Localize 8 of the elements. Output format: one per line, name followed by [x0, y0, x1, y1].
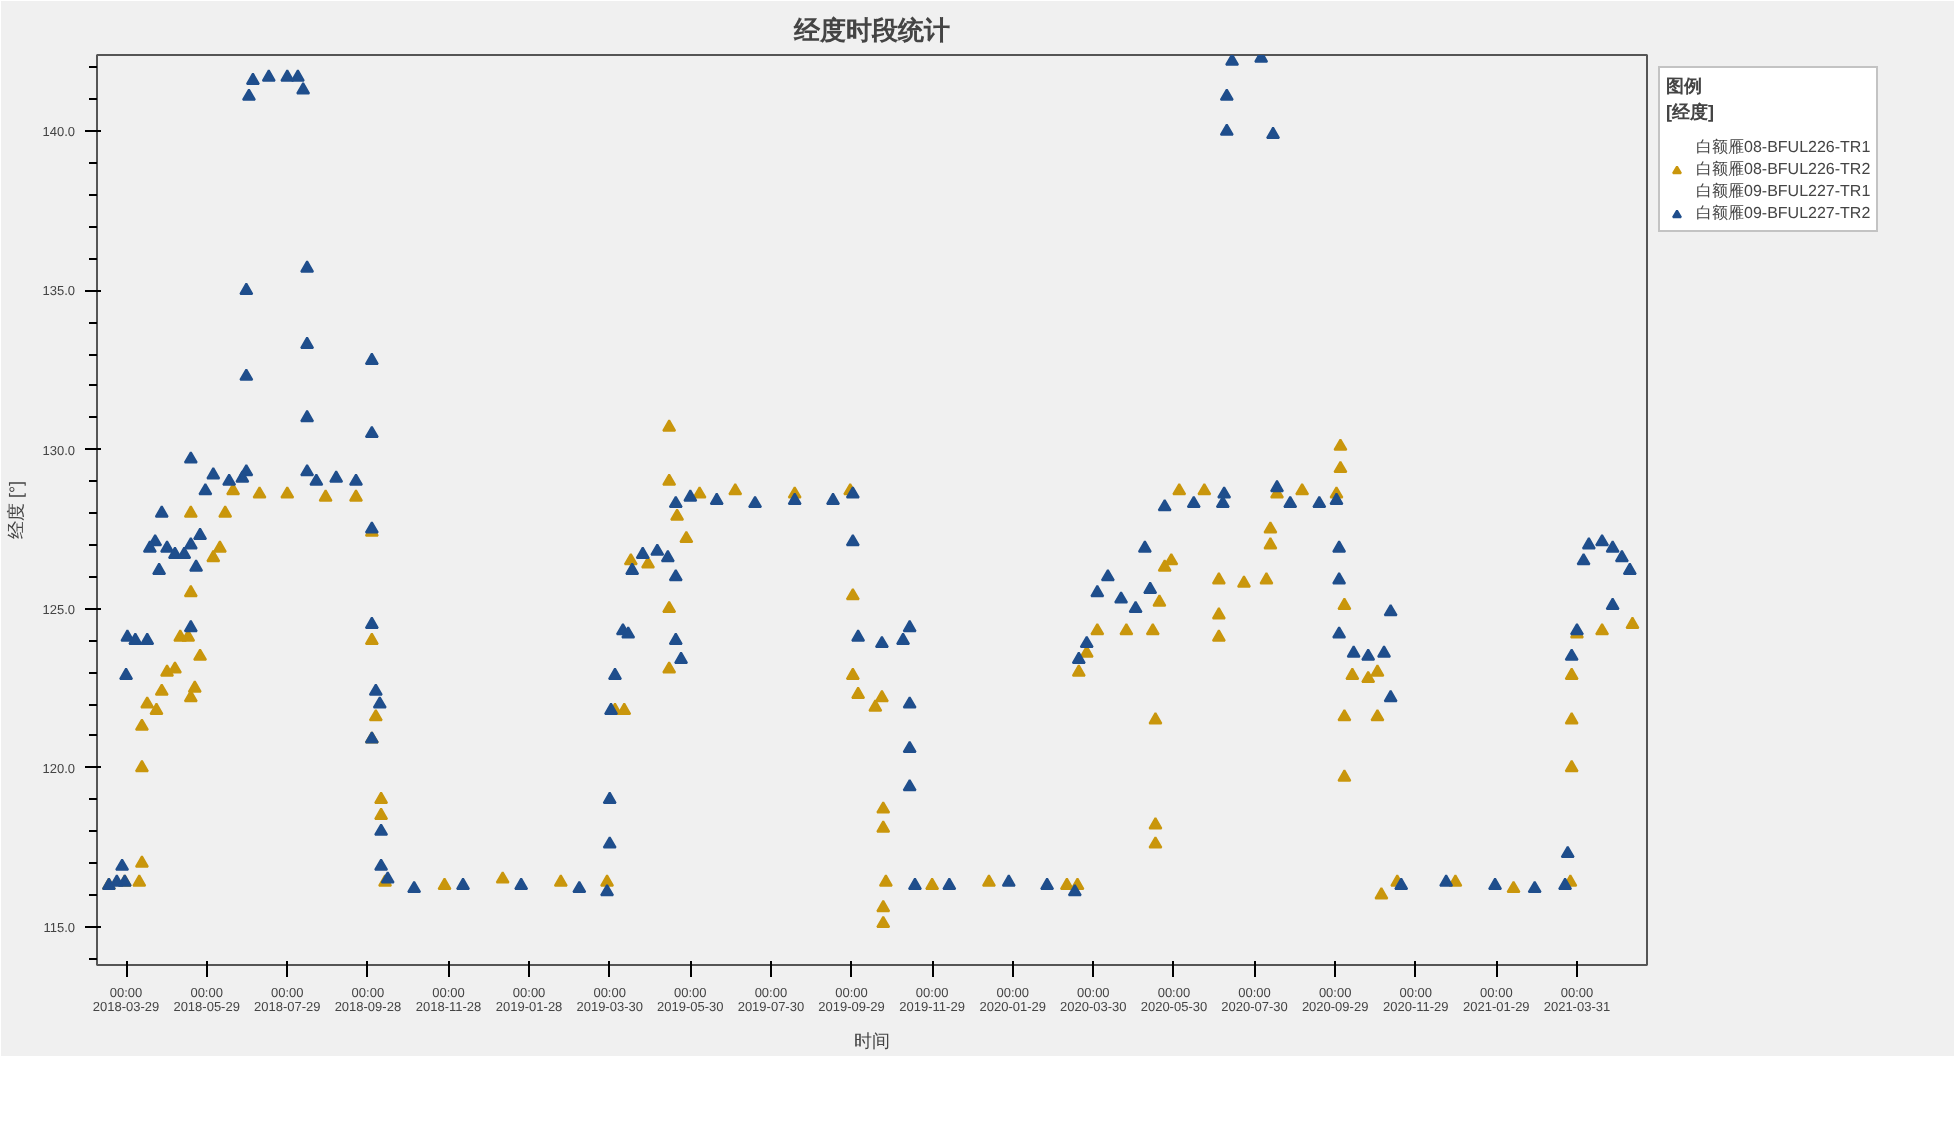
text: 白额雁09-BFUL227-TR1 — [1696, 180, 1871, 202]
legend-title: 图例 [经度] — [1666, 74, 1716, 126]
legend-label: 白额雁08-BFUL226-TR2 — [1696, 158, 1871, 180]
text: 白额雁08-BFUL226-TR1 — [1696, 136, 1871, 158]
chart-title: 经度时段统计 — [792, 15, 950, 45]
x-axis-title: 时间 — [854, 1031, 890, 1051]
y-axis-title: 经度 [°] — [6, 480, 27, 540]
legend-label: 白额雁09-BFUL227-TR2 — [1696, 202, 1871, 224]
